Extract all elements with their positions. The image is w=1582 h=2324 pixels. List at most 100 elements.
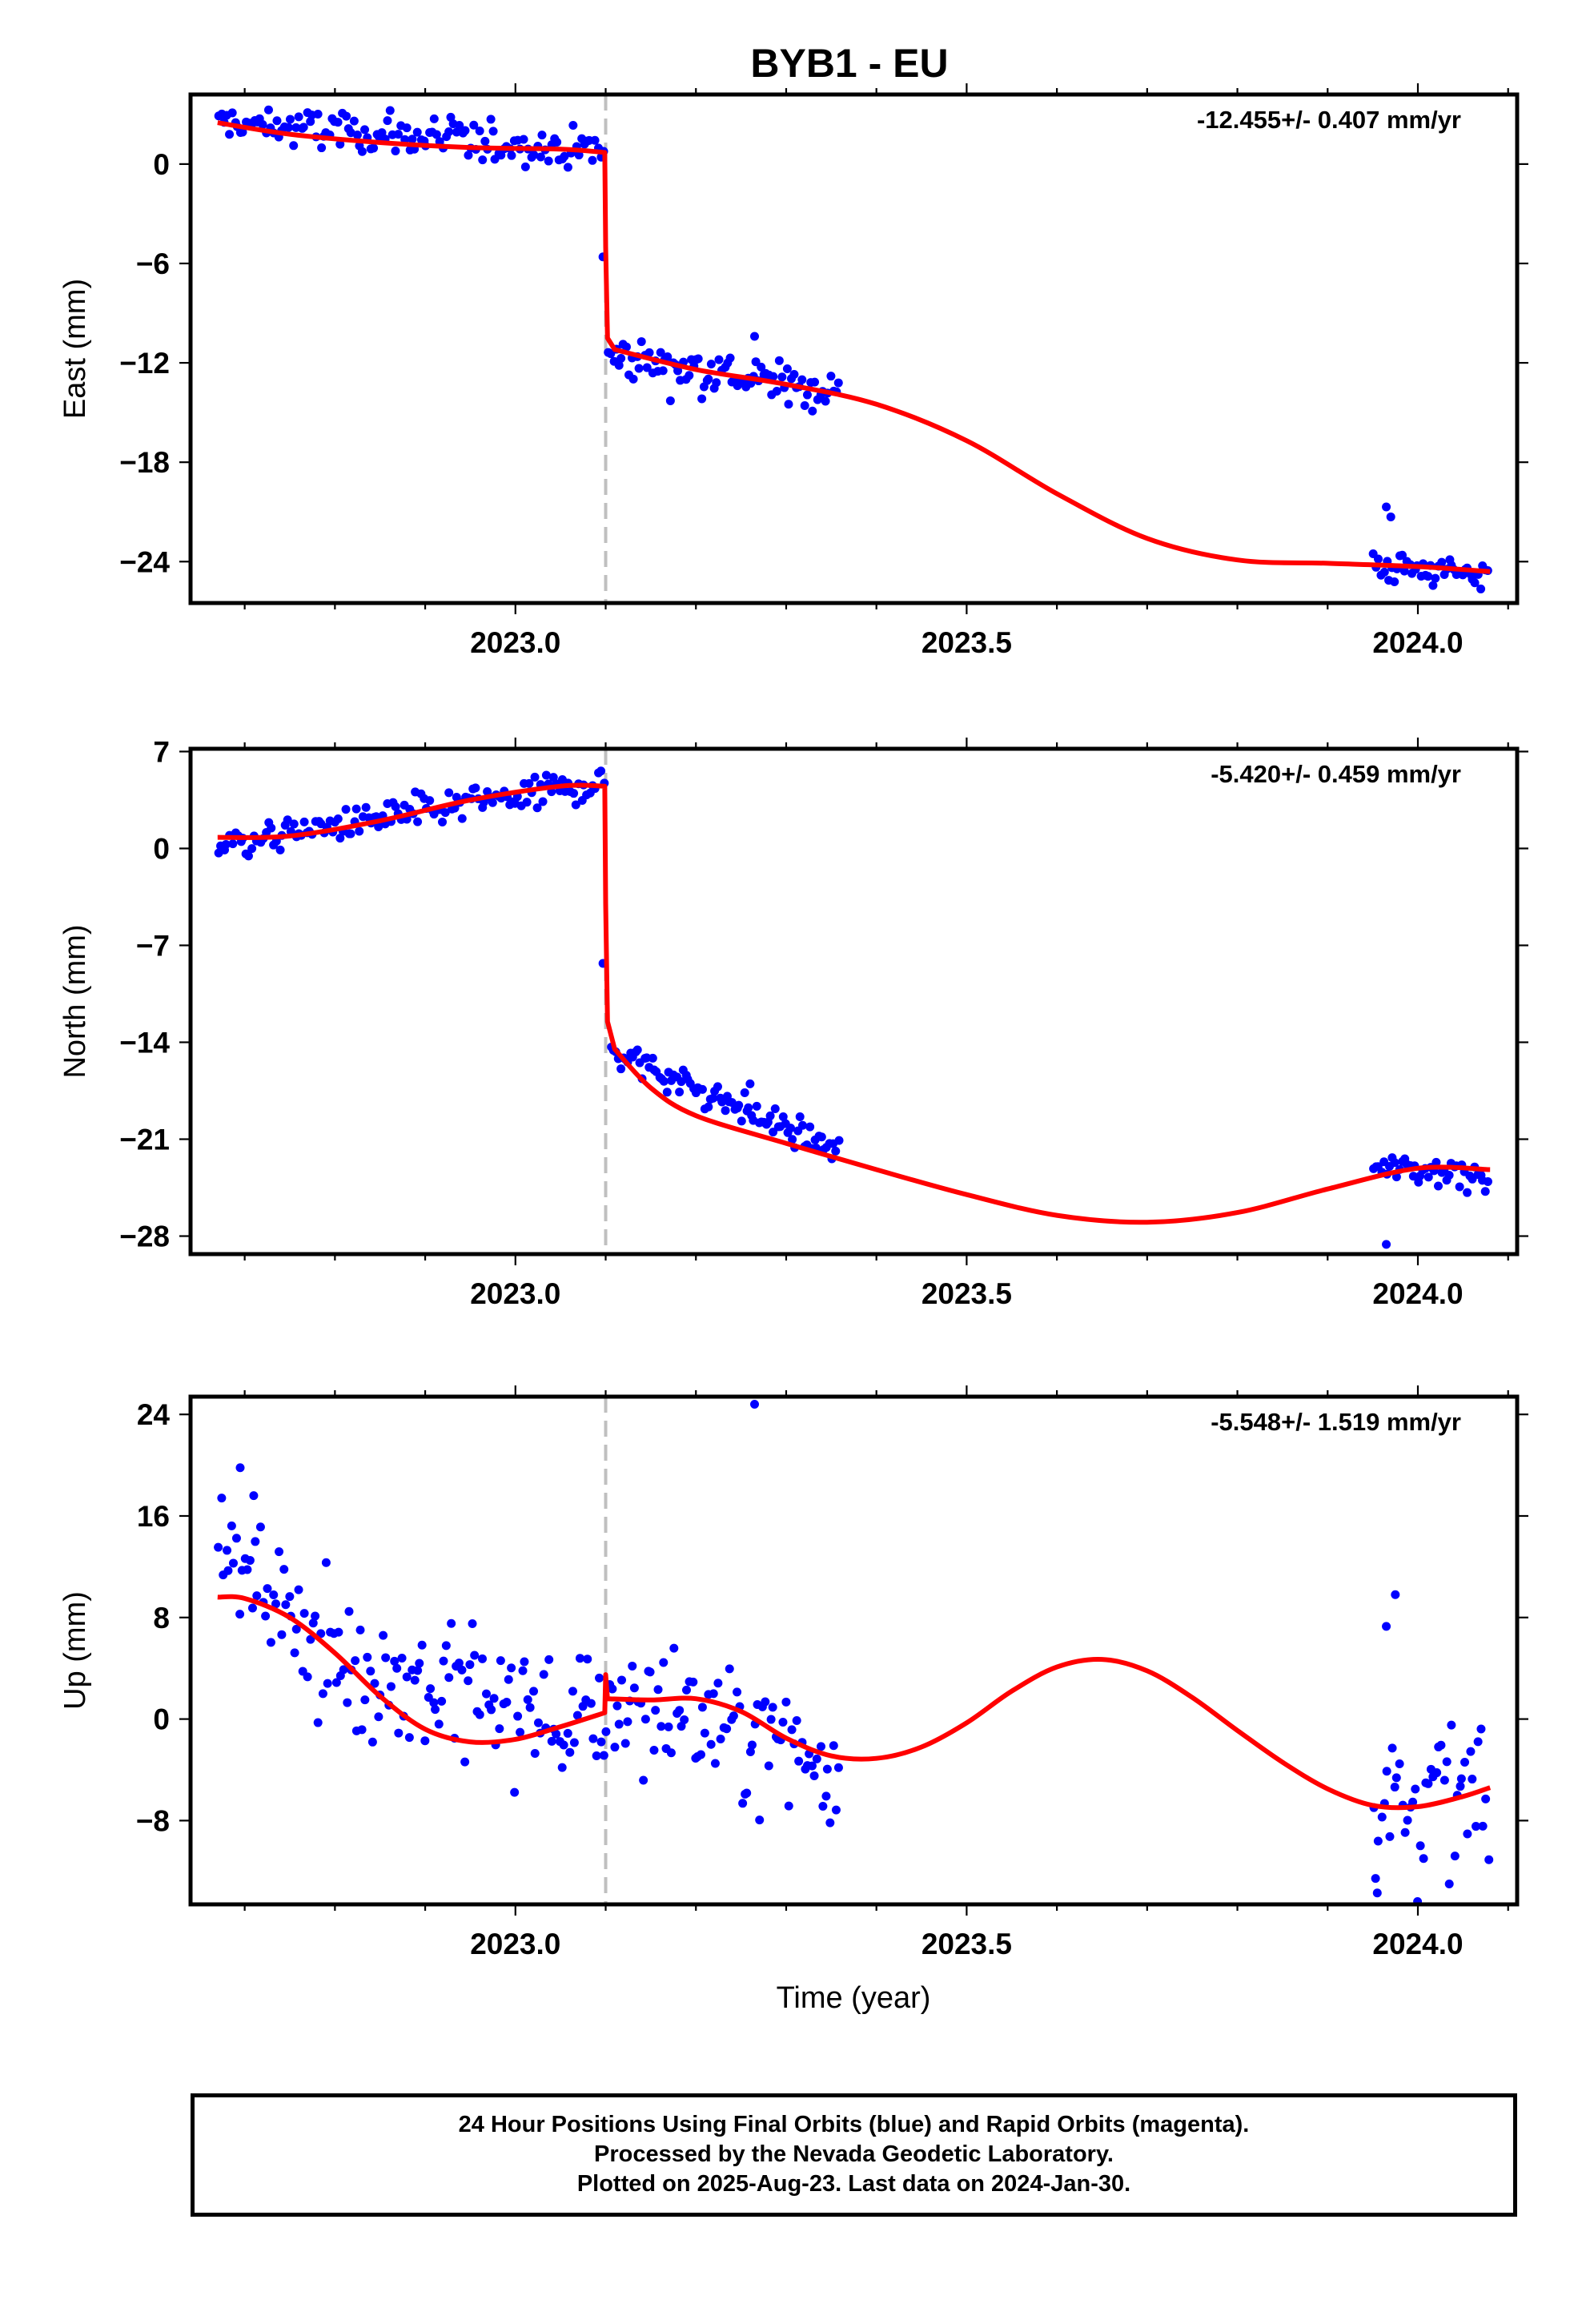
data-point [1456, 1782, 1465, 1791]
data-point [1473, 1737, 1483, 1747]
data-point [1470, 578, 1480, 588]
y-axis-label: East (mm) [58, 279, 92, 419]
data-point [745, 1079, 755, 1088]
data-point [663, 352, 673, 361]
data-point [568, 121, 578, 131]
data-point [366, 1667, 375, 1676]
data-point [1382, 1767, 1391, 1776]
data-point [417, 1640, 427, 1650]
data-point [1481, 1794, 1491, 1803]
data-point [225, 130, 235, 139]
data-point [645, 1667, 655, 1677]
data-point [809, 1771, 819, 1780]
data-point [696, 1750, 705, 1759]
data-point [214, 1542, 223, 1552]
data-point [434, 1719, 444, 1729]
data-point [294, 112, 303, 122]
data-point [640, 1715, 650, 1724]
data-point [1478, 1821, 1488, 1831]
data-point [575, 1654, 584, 1663]
data-point [816, 1742, 825, 1751]
data-point [530, 772, 540, 782]
data-point [636, 337, 646, 347]
data-point [742, 1788, 752, 1798]
data-point [666, 1748, 676, 1758]
data-point [323, 1679, 332, 1688]
data-point [1471, 1822, 1480, 1831]
x-tick-label: 2023.5 [921, 626, 1012, 659]
data-point [693, 354, 703, 364]
data-point [616, 1064, 626, 1074]
data-point [704, 1102, 713, 1112]
data-point [402, 123, 412, 133]
data-point [525, 1703, 535, 1712]
y-tick-label: 0 [153, 832, 170, 865]
x-tick-label: 2023.0 [470, 1928, 560, 1960]
data-point [516, 1727, 525, 1737]
data-point [263, 105, 273, 115]
data-point [656, 1722, 666, 1731]
data-point [285, 115, 295, 124]
data-point [275, 845, 285, 854]
data-point [665, 396, 675, 405]
data-point [355, 1625, 365, 1634]
data-point [617, 1675, 627, 1685]
data-point [572, 1711, 582, 1720]
data-point [238, 127, 247, 137]
data-point [552, 1729, 561, 1739]
data-point [747, 1740, 757, 1750]
data-point [1450, 1852, 1460, 1861]
data-point [818, 1801, 828, 1811]
data-point [520, 162, 530, 171]
data-point [299, 123, 308, 132]
data-point [608, 1684, 617, 1694]
data-point [283, 123, 293, 132]
data-point [644, 348, 654, 357]
data-point [1444, 1879, 1454, 1888]
data-point [574, 151, 584, 160]
data-point [751, 357, 761, 367]
data-point [1382, 1240, 1391, 1249]
data-point [1437, 557, 1447, 567]
data-point [1476, 1724, 1486, 1734]
data-point [374, 822, 383, 832]
data-point [255, 1522, 265, 1532]
x-tick-label: 2023.5 [921, 1928, 1012, 1960]
data-point [1423, 572, 1433, 581]
data-point [539, 1670, 548, 1679]
data-point [621, 342, 631, 352]
data-point [299, 1609, 309, 1618]
model-fit-line [217, 782, 1491, 1225]
data-point [1455, 1182, 1464, 1192]
data-point [601, 1727, 611, 1736]
plot-area [214, 94, 1492, 603]
data-point [770, 1104, 780, 1114]
data-point [697, 394, 707, 404]
data-point [802, 390, 812, 400]
data-point [346, 829, 355, 838]
data-point [831, 1146, 841, 1156]
data-point [1391, 1773, 1401, 1783]
data-point [800, 400, 809, 410]
data-point [1476, 584, 1486, 593]
data-point [612, 1701, 622, 1711]
data-point [275, 1547, 284, 1557]
data-point [750, 332, 760, 341]
data-point [560, 151, 569, 161]
data-point [510, 1787, 520, 1797]
data-point [429, 1698, 439, 1707]
data-point [653, 1685, 663, 1695]
data-point [227, 1521, 236, 1530]
data-point [552, 137, 562, 147]
data-point [243, 1565, 252, 1574]
data-point [713, 1679, 723, 1688]
data-point [586, 1699, 596, 1708]
data-point [385, 106, 395, 115]
data-point [588, 155, 597, 165]
data-point [1483, 1176, 1492, 1186]
data-point [774, 356, 784, 365]
data-point [532, 803, 542, 813]
data-point [768, 1703, 777, 1712]
data-point [721, 1106, 730, 1116]
data-point [689, 1677, 698, 1687]
